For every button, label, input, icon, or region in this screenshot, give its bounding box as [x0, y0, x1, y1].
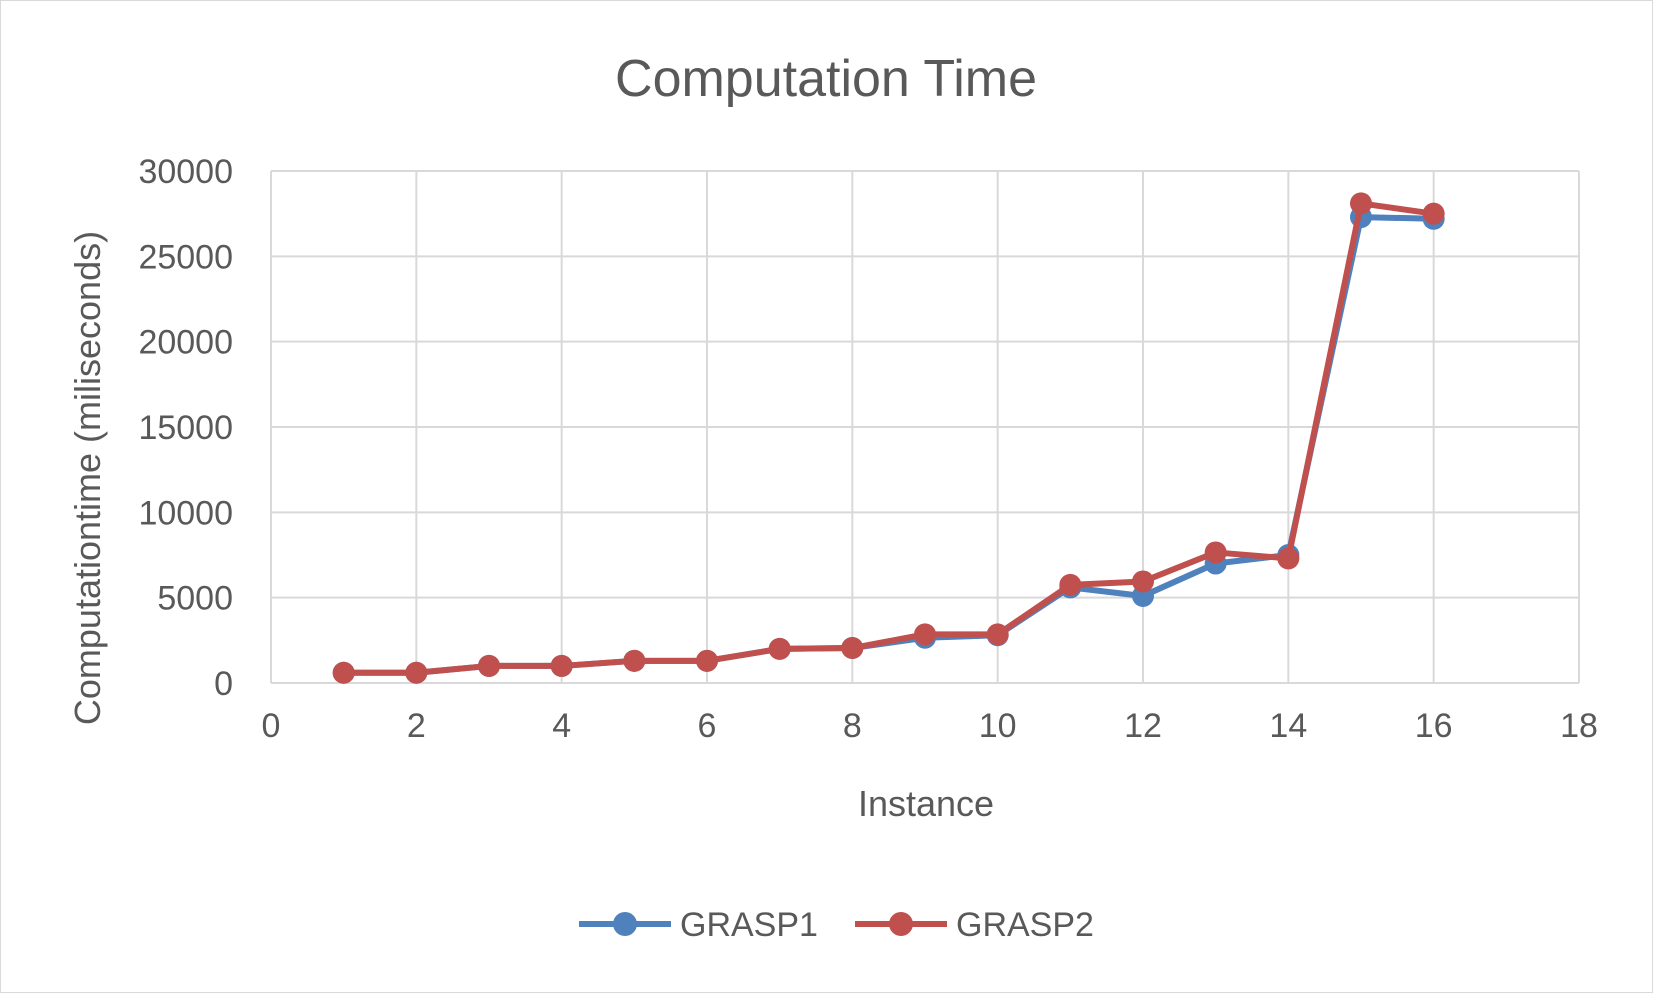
y-axis-ticks: 0 5000 10000 15000 20000 25000 30000	[138, 153, 233, 703]
y-tick-label: 20000	[138, 324, 233, 362]
x-tick-label: 6	[698, 707, 717, 745]
x-tick-label: 14	[1269, 707, 1307, 745]
data-point	[478, 654, 500, 677]
legend-item-grasp1: GRASP1	[579, 906, 818, 944]
legend-marker	[889, 912, 913, 936]
y-tick-label: 5000	[157, 580, 233, 618]
data-point	[914, 623, 936, 646]
x-tick-label: 0	[262, 707, 281, 745]
data-point	[696, 649, 718, 672]
x-axis-label: Instance	[858, 783, 994, 824]
gridlines	[270, 170, 1580, 684]
x-tick-label: 10	[979, 707, 1017, 745]
data-point	[1350, 192, 1372, 215]
legend-marker	[613, 912, 637, 936]
series-line	[343, 200, 1435, 676]
x-tick-label: 8	[843, 707, 862, 745]
data-point	[1132, 570, 1154, 593]
series-grasp2	[332, 192, 1445, 684]
data-point	[986, 623, 1009, 646]
data-point	[768, 637, 791, 660]
data-point	[405, 661, 428, 684]
legend-label: GRASP1	[680, 906, 818, 944]
series-grasp1	[332, 206, 1445, 684]
y-tick-label: 30000	[138, 153, 233, 191]
data-point	[332, 661, 355, 684]
data-point	[841, 637, 864, 660]
x-axis-ticks: 0 2 4 6 8 10 12 14 16 18	[262, 707, 1598, 745]
x-tick-label: 12	[1124, 707, 1162, 745]
data-point	[1059, 573, 1082, 596]
x-tick-label: 4	[552, 707, 571, 745]
legend: GRASP1 GRASP2	[579, 906, 1094, 944]
legend-item-grasp2: GRASP2	[855, 906, 1094, 944]
data-point	[623, 649, 646, 672]
data-point	[1422, 202, 1445, 225]
x-tick-label: 2	[407, 707, 426, 745]
y-tick-label: 15000	[138, 409, 233, 447]
y-tick-label: 10000	[138, 494, 233, 532]
data-point	[550, 654, 573, 677]
x-tick-label: 18	[1560, 707, 1598, 745]
data-point	[1277, 547, 1300, 570]
series-layer	[332, 192, 1445, 684]
x-tick-label: 16	[1415, 707, 1453, 745]
y-tick-label: 0	[214, 665, 233, 703]
legend-label: GRASP2	[956, 906, 1094, 944]
y-tick-label: 25000	[138, 238, 233, 276]
series-line	[343, 214, 1434, 676]
chart-title: Computation Time	[615, 50, 1037, 108]
y-axis-label: Computationtime (miliseconds)	[67, 231, 108, 725]
data-point	[1204, 541, 1227, 564]
